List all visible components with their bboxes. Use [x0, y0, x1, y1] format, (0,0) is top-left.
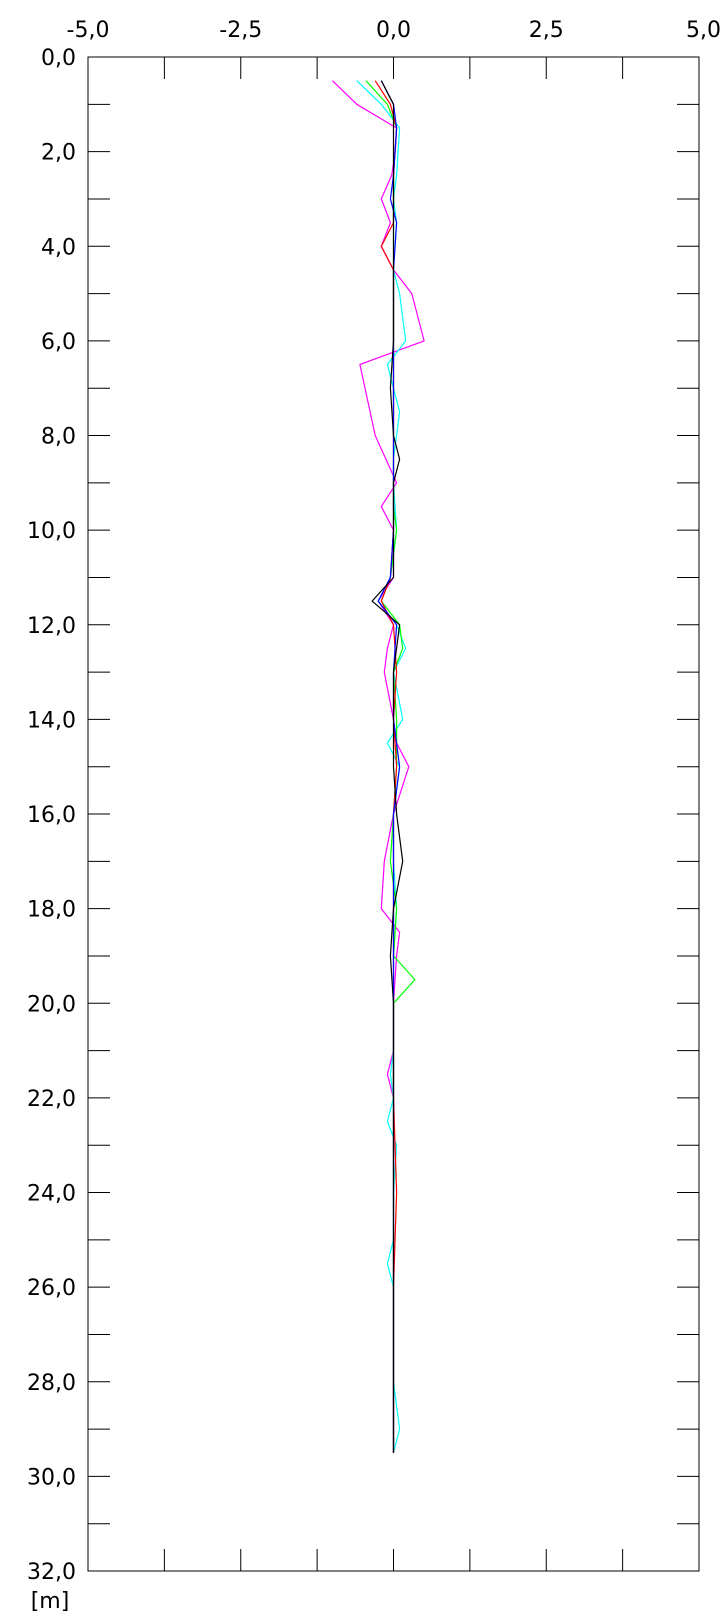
series-line-2 [356, 80, 407, 1453]
y-tick-label: 22,0 [27, 1087, 76, 1112]
y-tick-label: 4,0 [41, 235, 76, 260]
y-tick-label: 26,0 [27, 1276, 76, 1301]
y-tick-label: 20,0 [27, 992, 76, 1017]
y-tick-label: 12,0 [27, 614, 76, 639]
y-tick-label: 6,0 [41, 330, 76, 355]
y-tick-label: 24,0 [27, 1182, 76, 1207]
y-tick-label: 18,0 [27, 898, 76, 923]
x-tick-label: -5,0 [67, 18, 110, 43]
y-tick-label: 0,0 [41, 46, 76, 71]
series-line-1 [331, 80, 425, 1453]
y-tick-label: 30,0 [27, 1465, 76, 1490]
series-layer [331, 80, 425, 1453]
y-tick-label: 10,0 [27, 519, 76, 544]
series-line-3 [365, 80, 416, 1453]
y-tick-label: 16,0 [27, 803, 76, 828]
y-tick-label: 2,0 [41, 141, 76, 166]
tick-layer [88, 57, 699, 1571]
y-tick-label: 32,0 [27, 1560, 76, 1585]
series-line-6 [371, 80, 404, 1453]
y-tick-label: 14,0 [27, 708, 76, 733]
x-tick-label: 5,0 [686, 18, 721, 43]
y-axis-unit-label: [m] [31, 1589, 70, 1614]
x-tick-label: -2,5 [219, 18, 262, 43]
y-tick-label: 28,0 [27, 1371, 76, 1396]
x-tick-label: 2,5 [529, 18, 564, 43]
x-tick-label: 0,0 [376, 18, 411, 43]
label-layer: -5,0 -2,5 0,0 2,5 5,0 0,0 2,0 4,0 6,0 8,0 10,0 12,0… [27, 18, 721, 1585]
y-tick-label: 8,0 [41, 425, 76, 450]
